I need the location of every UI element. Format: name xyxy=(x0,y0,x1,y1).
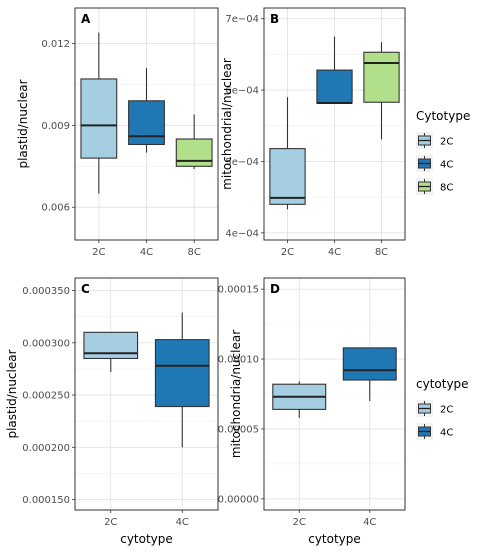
y-tick-label: 0.000250 xyxy=(22,391,70,402)
x-tick-label: 4C xyxy=(328,247,341,258)
panel-tag: C xyxy=(81,282,90,296)
legend-label: 8C xyxy=(440,183,453,194)
box-body xyxy=(80,78,118,159)
box-body xyxy=(363,51,400,103)
legend-cytotype-2: cytotype 2C 4C xyxy=(416,377,469,440)
box-4c xyxy=(154,312,210,448)
y-axis-title: mitochondria/nuclear xyxy=(229,330,243,458)
x-tick-label: 4C xyxy=(140,247,153,258)
box-2c xyxy=(80,32,118,194)
panel-tag: B xyxy=(270,12,279,26)
x-tick-label: 8C xyxy=(187,247,200,258)
y-tick-label: 0.00010 xyxy=(218,355,259,366)
y-tick-label: 6e−04 xyxy=(225,86,259,97)
panel-d: 0.00000 0.00005 0.00010 0.00015 2C 4C Dmitocho… xyxy=(218,277,406,546)
legend-label: 4C xyxy=(440,160,453,171)
box-2c xyxy=(272,381,327,418)
x-axis-title: cytotype xyxy=(120,532,173,546)
y-tick-label: 5e−04 xyxy=(225,157,259,168)
y-tick-label: 7e−04 xyxy=(225,14,259,25)
legend-cytotype-1: Cytotype 2C 4C 8C xyxy=(416,109,470,195)
box-4c xyxy=(128,68,165,153)
legend-title: cytotype xyxy=(416,377,469,391)
y-tick-label: 4e−04 xyxy=(225,228,259,239)
box-body xyxy=(128,100,165,146)
panel-frame xyxy=(74,277,219,511)
panel-frame xyxy=(263,7,406,241)
box-2c xyxy=(269,97,306,210)
box-body xyxy=(154,339,210,408)
legend-item: 2C xyxy=(416,132,453,149)
y-tick-label: 0.009 xyxy=(41,121,70,132)
y-tick-label: 0.000300 xyxy=(22,338,70,349)
panel-frame xyxy=(74,7,219,241)
x-tick-label: 8C xyxy=(375,247,388,258)
x-tick-label: 2C xyxy=(281,247,294,258)
y-tick-label: 0.000200 xyxy=(22,443,70,454)
box-body xyxy=(83,331,139,360)
y-tick-label: 0.00005 xyxy=(218,424,259,435)
y-tick-label: 0.00015 xyxy=(218,285,259,296)
y-axis-title: plastid/nuclear xyxy=(5,349,19,438)
box-body xyxy=(342,347,397,381)
legend-label: 2C xyxy=(440,405,453,416)
y-tick-label: 0.000350 xyxy=(22,286,70,297)
legend-title: Cytotype xyxy=(416,109,470,123)
legend-item: 2C xyxy=(416,400,453,417)
box-2c xyxy=(83,331,139,373)
box-body xyxy=(175,138,213,167)
y-tick-label: 0.012 xyxy=(41,39,70,50)
legend-item: 4C xyxy=(416,423,453,440)
box-4c xyxy=(342,347,397,401)
y-axis-title: mitochondrial/nuclear xyxy=(220,58,234,190)
x-axis-title: cytotype xyxy=(308,532,361,546)
x-tick-label: 4C xyxy=(176,517,189,528)
panel-b: 4e−04 5e−04 6e−04 7e−04 2C 4C 8C Bmitochondrial… xyxy=(220,7,406,258)
box-body xyxy=(316,69,353,104)
y-tick-label: 0.000150 xyxy=(22,495,70,506)
y-tick-label: 0.006 xyxy=(41,203,70,214)
y-axis-title: plastid/nuclear xyxy=(16,79,30,168)
x-tick-label: 2C xyxy=(293,517,306,528)
box-4c xyxy=(316,36,353,104)
panel-c: 0.000150 0.000200 0.000250 0.000300 0.000350… xyxy=(5,277,219,546)
x-tick-label: 4C xyxy=(363,517,376,528)
legend-item: 4C xyxy=(416,155,453,172)
legend-item: 8C xyxy=(416,178,453,195)
box-8c xyxy=(363,42,400,140)
legend-label: 2C xyxy=(440,137,453,148)
box-body xyxy=(269,148,306,205)
panel-frame xyxy=(263,277,406,511)
panel-tag: A xyxy=(81,12,91,26)
y-tick-label: 0.00000 xyxy=(218,494,259,505)
x-tick-label: 2C xyxy=(92,247,105,258)
box-8c xyxy=(175,114,213,170)
panel-tag: D xyxy=(270,282,280,296)
legend-label: 4C xyxy=(440,428,453,439)
x-tick-label: 2C xyxy=(104,517,117,528)
